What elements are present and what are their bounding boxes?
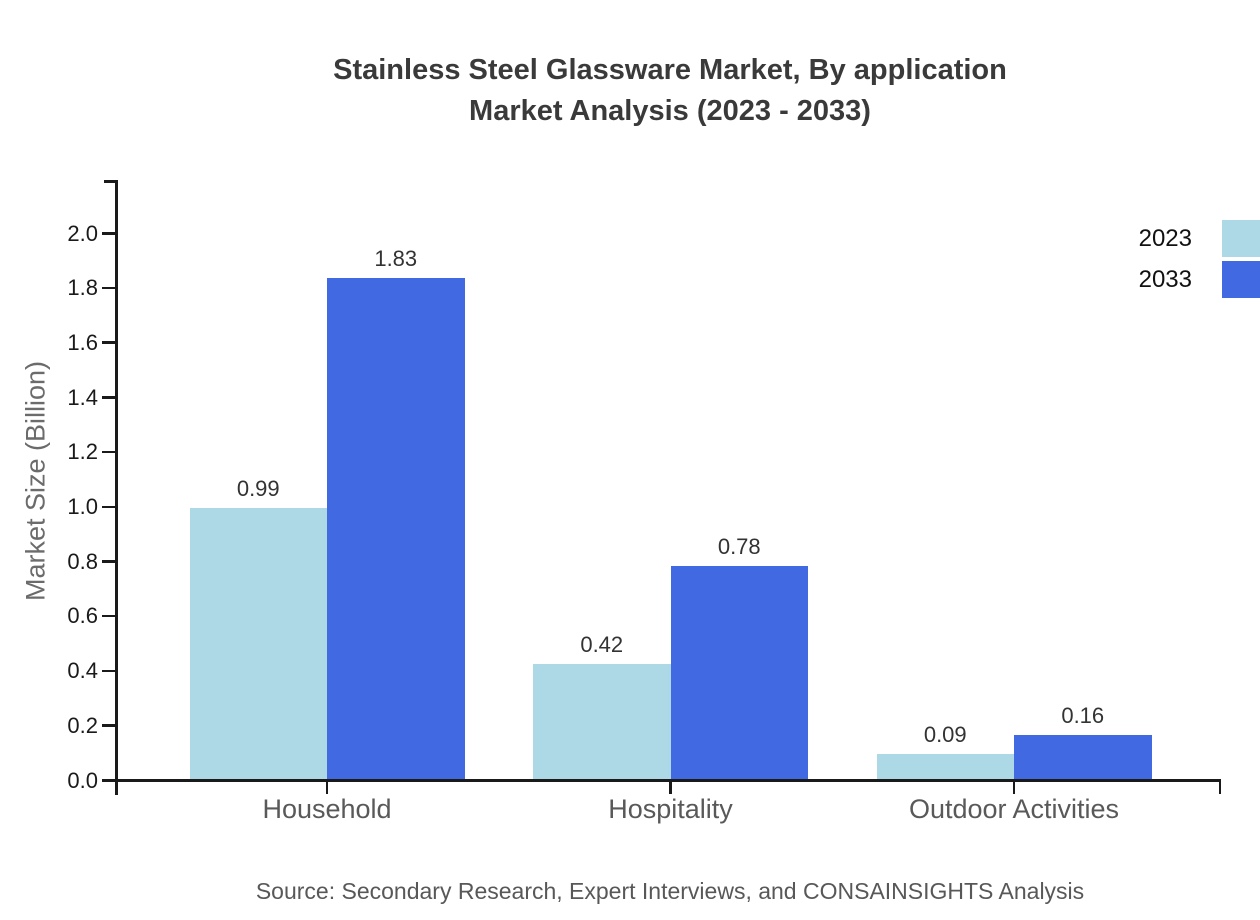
y-tick-label: 2.0 xyxy=(67,220,98,246)
y-tick-label: 0.8 xyxy=(67,548,98,574)
legend-item-2023: 2023 xyxy=(1139,220,1260,257)
y-tick-mark xyxy=(102,724,115,727)
y-tick-mark xyxy=(102,614,115,618)
bar-2033-hospitality xyxy=(670,565,808,779)
legend-label: 2023 xyxy=(1138,224,1192,252)
bar-2033-outdoor-activities xyxy=(1014,735,1152,779)
x-tick-mark xyxy=(325,779,329,794)
y-tick-label: 1.4 xyxy=(67,384,98,410)
legend-label: 2033 xyxy=(1138,265,1192,293)
bar-2033-household xyxy=(327,278,465,779)
y-axis-top-cap xyxy=(104,180,117,183)
y-tick-mark xyxy=(102,232,115,235)
bar-2023-household xyxy=(189,508,327,779)
legend-item-2033: 2033 xyxy=(1139,261,1260,298)
y-tick-mark xyxy=(102,669,115,673)
y-tick-mark xyxy=(102,560,115,563)
x-axis-right-cap xyxy=(1218,779,1221,794)
y-tick-label: 0.4 xyxy=(67,658,98,684)
source-note: Source: Secondary Research, Expert Inter… xyxy=(255,878,1085,904)
y-tick-mark xyxy=(102,286,115,290)
y-tick-label: 1.6 xyxy=(67,329,98,355)
x-category-label: Outdoor Activities xyxy=(908,794,1120,824)
legend-swatch-2033 xyxy=(1222,261,1260,298)
y-tick-label: 1.2 xyxy=(67,439,98,465)
value-label: 1.83 xyxy=(374,246,418,272)
legend-swatch-2023 xyxy=(1222,220,1260,257)
value-label: 0.42 xyxy=(580,632,624,658)
y-tick-label: 1.0 xyxy=(67,494,98,519)
chart-title-line-2: Market Analysis (2023 - 2033) xyxy=(469,95,871,127)
legend: 2023 2033 xyxy=(1139,220,1260,302)
chart-title-line-1: Stainless Steel Glassware Market, By app… xyxy=(333,54,1007,86)
bar-2023-outdoor-activities xyxy=(876,754,1014,779)
y-axis-line xyxy=(115,180,118,795)
y-tick-mark xyxy=(102,450,115,454)
bar-2023-hospitality xyxy=(533,664,671,779)
x-category-label: Hospitality xyxy=(608,794,733,824)
y-tick-label: 0.0 xyxy=(67,767,98,793)
y-tick-mark xyxy=(102,505,115,508)
value-label: 0.99 xyxy=(236,476,280,502)
value-label: 0.78 xyxy=(717,533,761,559)
y-tick-label: 1.8 xyxy=(67,275,98,301)
chart-title: Stainless Steel Glassware Market, By app… xyxy=(80,50,1260,132)
x-axis-line xyxy=(103,779,1221,782)
y-tick-label: 0.2 xyxy=(67,712,98,738)
value-label: 0.16 xyxy=(1061,703,1105,729)
x-tick-mark xyxy=(669,779,672,794)
value-label: 0.09 xyxy=(923,722,967,748)
y-tick-mark xyxy=(102,396,115,399)
x-tick-mark xyxy=(1012,779,1016,794)
x-category-label: Household xyxy=(262,794,392,824)
y-tick-mark xyxy=(102,779,115,782)
y-tick-label: 0.6 xyxy=(67,603,98,629)
y-tick-mark xyxy=(102,341,115,344)
